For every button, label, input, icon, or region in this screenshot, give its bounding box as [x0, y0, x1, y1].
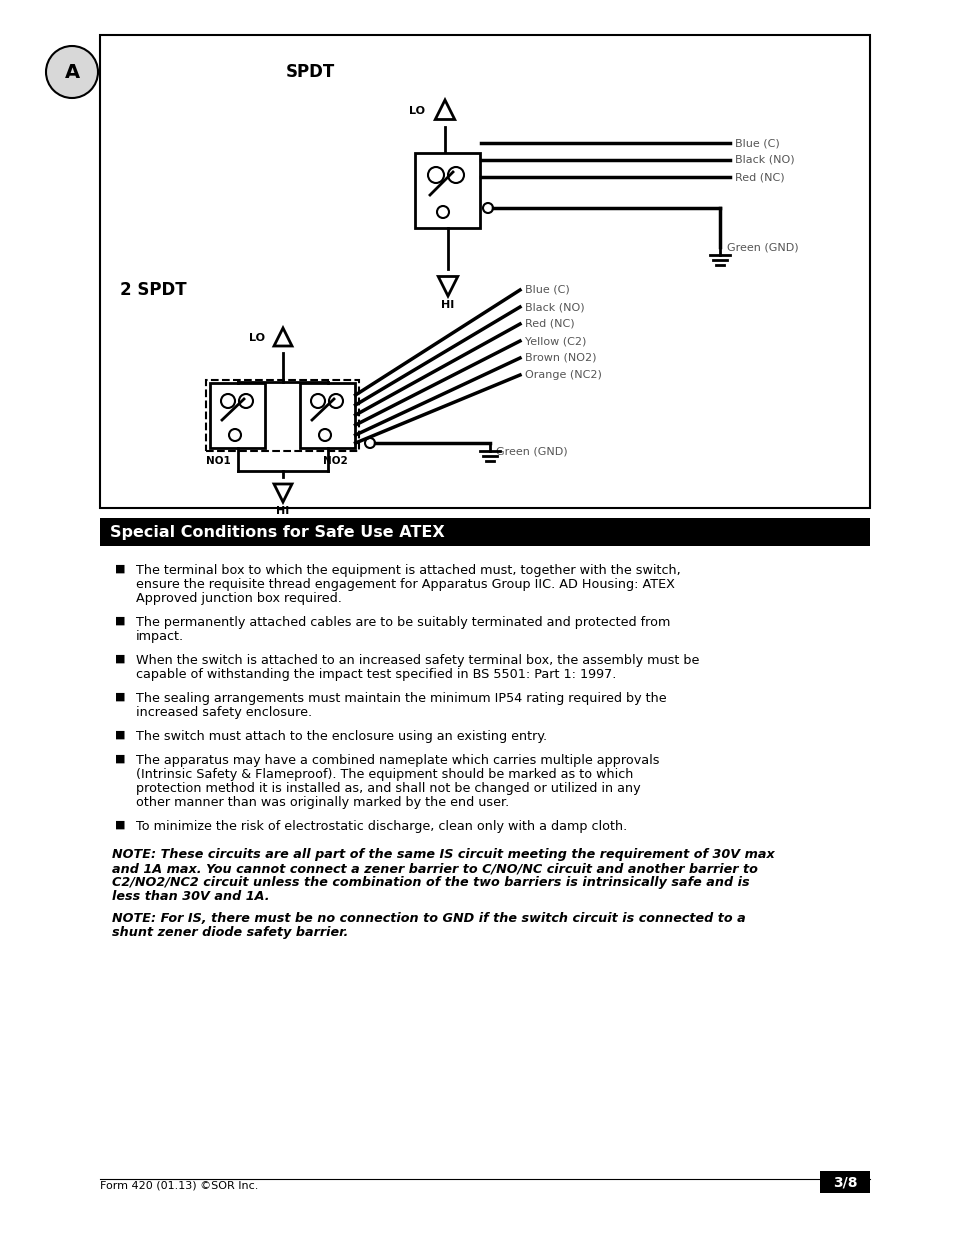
Text: 2 SPDT: 2 SPDT	[120, 282, 187, 299]
Text: Yellow (C2): Yellow (C2)	[524, 336, 586, 346]
Text: NO1: NO1	[206, 456, 231, 466]
Text: Orange (NC2): Orange (NC2)	[524, 370, 601, 380]
Text: impact.: impact.	[136, 630, 184, 643]
Text: HI: HI	[441, 300, 455, 310]
Bar	[100, 35, 869, 508]
Text: other manner than was originally marked by the end user.: other manner than was originally marked …	[136, 797, 509, 809]
Text: 3/8: 3/8	[832, 1174, 857, 1189]
Text: LO: LO	[249, 333, 265, 343]
Text: ■: ■	[115, 564, 126, 574]
Text: ■: ■	[115, 820, 126, 830]
Text: ■: ■	[115, 730, 126, 740]
Bar	[100, 517, 869, 546]
Text: A: A	[65, 63, 79, 82]
Text: and 1A max. You cannot connect a zener barrier to C/NO/NC circuit and another ba: and 1A max. You cannot connect a zener b…	[112, 862, 757, 876]
Text: (Intrinsic Safety & Flameproof). The equipment should be marked as to which: (Intrinsic Safety & Flameproof). The equ…	[136, 768, 633, 781]
Text: capable of withstanding the impact test specified in BS 5501: Part 1: 1997.: capable of withstanding the impact test …	[136, 668, 616, 680]
Text: Red (NC): Red (NC)	[734, 172, 783, 182]
Text: ■: ■	[115, 692, 126, 701]
Text: NO2: NO2	[323, 456, 348, 466]
Text: shunt zener diode safety barrier.: shunt zener diode safety barrier.	[112, 926, 348, 939]
Text: C2/NO2/NC2 circuit unless the combination of the two barriers is intrinsically s: C2/NO2/NC2 circuit unless the combinatio…	[112, 876, 749, 889]
Text: protection method it is installed as, and shall not be changed or utilized in an: protection method it is installed as, an…	[136, 782, 640, 795]
Circle shape	[46, 46, 98, 98]
Text: Approved junction box required.: Approved junction box required.	[136, 592, 341, 605]
Text: NOTE: These circuits are all part of the same IS circuit meeting the requirement: NOTE: These circuits are all part of the…	[112, 848, 774, 861]
Text: Green (GND): Green (GND)	[496, 446, 567, 456]
Text: ■: ■	[115, 655, 126, 664]
Text: Special Conditions for Safe Use ATEX: Special Conditions for Safe Use ATEX	[110, 525, 444, 540]
Text: Black (NO): Black (NO)	[734, 156, 794, 165]
Text: Black (NO): Black (NO)	[524, 303, 584, 312]
Text: When the switch is attached to an increased safety terminal box, the assembly mu: When the switch is attached to an increa…	[136, 655, 699, 667]
Bar	[211, 383, 265, 447]
Text: Green (GND): Green (GND)	[726, 242, 798, 252]
Text: ■: ■	[115, 616, 126, 626]
Text: increased safety enclosure.: increased safety enclosure.	[136, 706, 312, 719]
Text: Brown (NO2): Brown (NO2)	[524, 353, 596, 363]
Bar	[820, 1171, 869, 1193]
Text: NOTE: For IS, there must be no connection to GND if the switch circuit is connec: NOTE: For IS, there must be no connectio…	[112, 911, 745, 925]
Text: Blue (C): Blue (C)	[524, 285, 569, 295]
Bar	[206, 379, 359, 451]
Text: LO: LO	[409, 106, 424, 116]
Text: less than 30V and 1A.: less than 30V and 1A.	[112, 890, 270, 903]
Text: To minimize the risk of electrostatic discharge, clean only with a damp cloth.: To minimize the risk of electrostatic di…	[136, 820, 626, 832]
Text: Form 420 (01.13) ©SOR Inc.: Form 420 (01.13) ©SOR Inc.	[100, 1181, 258, 1191]
Bar	[416, 152, 480, 227]
Text: ensure the requisite thread engagement for Apparatus Group IIC. AD Housing: ATEX: ensure the requisite thread engagement f…	[136, 578, 674, 592]
Text: The apparatus may have a combined nameplate which carries multiple approvals: The apparatus may have a combined namepl…	[136, 755, 659, 767]
Text: The switch must attach to the enclosure using an existing entry.: The switch must attach to the enclosure …	[136, 730, 547, 743]
Bar	[300, 383, 355, 447]
Text: The permanently attached cables are to be suitably terminated and protected from: The permanently attached cables are to b…	[136, 616, 670, 629]
Text: HI: HI	[276, 506, 290, 516]
Text: Red (NC): Red (NC)	[524, 319, 574, 329]
Text: ■: ■	[115, 755, 126, 764]
Text: Blue (C): Blue (C)	[734, 138, 779, 148]
Text: The terminal box to which the equipment is attached must, together with the swit: The terminal box to which the equipment …	[136, 564, 680, 577]
Text: SPDT: SPDT	[285, 63, 335, 82]
Text: The sealing arrangements must maintain the minimum IP54 rating required by the: The sealing arrangements must maintain t…	[136, 692, 666, 705]
